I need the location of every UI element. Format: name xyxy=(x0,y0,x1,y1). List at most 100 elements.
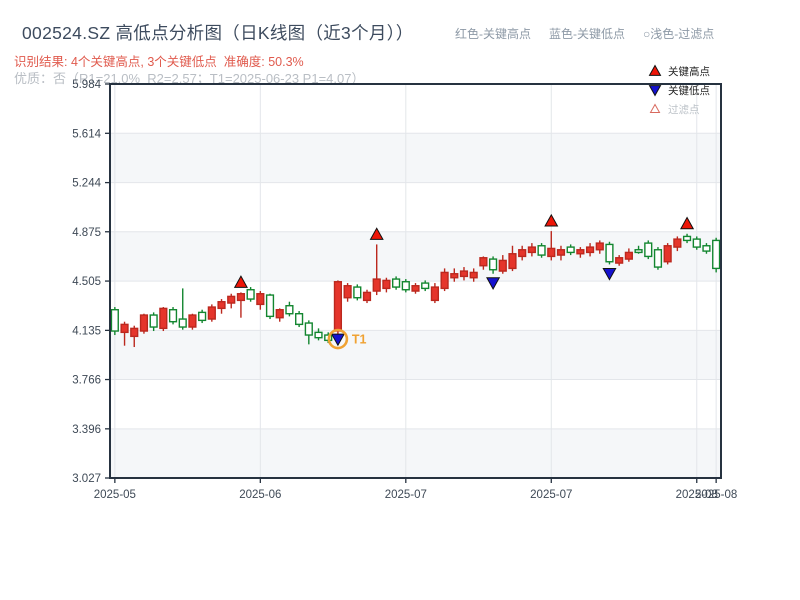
candle-body-up xyxy=(256,293,265,306)
candles xyxy=(110,231,721,348)
candle xyxy=(198,309,207,324)
recognition-result-line: 识别结果: 4个关键高点, 3个关键低点 准确度: 50.3% xyxy=(14,55,304,69)
y-tick-label: 5.244 xyxy=(72,178,101,190)
top-legend-key-low-label: 蓝色-关键低点 xyxy=(549,27,625,41)
candle-body-down xyxy=(702,245,711,252)
candle xyxy=(353,284,362,301)
t1-ring xyxy=(327,328,349,350)
candle xyxy=(168,307,178,325)
candle-body-up xyxy=(508,253,517,270)
candle-body-down xyxy=(295,313,304,326)
candle-body-up xyxy=(576,249,585,255)
legend-key-low-icon xyxy=(648,85,662,97)
candle xyxy=(343,283,352,302)
candle-body-up xyxy=(207,306,216,320)
candle-body-up xyxy=(430,286,439,302)
candle xyxy=(450,268,459,282)
candle-body-down xyxy=(712,239,721,270)
candle-body-up xyxy=(615,257,624,264)
candle xyxy=(585,243,595,257)
candle xyxy=(207,304,216,322)
candle-body-up xyxy=(469,271,478,279)
candle-body-up xyxy=(372,278,381,292)
candle xyxy=(130,325,139,348)
candle-body-up xyxy=(139,314,149,332)
candle xyxy=(644,240,653,260)
candle xyxy=(634,245,643,254)
candle-body-up xyxy=(498,259,507,272)
legend-item-label: 过滤点 xyxy=(668,103,700,116)
candle xyxy=(159,307,168,332)
page-title: 002524.SZ 高低点分析图（日K线图（近3个月）） xyxy=(22,23,414,43)
candle xyxy=(712,237,721,273)
candle xyxy=(421,280,430,292)
candle-body-down xyxy=(537,245,546,256)
candle xyxy=(673,236,682,252)
candle xyxy=(275,308,284,322)
candle-body-down xyxy=(392,278,401,288)
candle xyxy=(362,289,372,304)
candle xyxy=(566,244,575,256)
key-high-marker xyxy=(233,275,248,288)
candle xyxy=(615,255,624,266)
y-tick-label: 3.396 xyxy=(72,424,101,436)
y-tick-label: 3.027 xyxy=(72,473,101,485)
key-high-marker xyxy=(680,216,695,230)
candle xyxy=(110,307,119,336)
candle xyxy=(663,243,672,265)
legend-item-label: 关键低点 xyxy=(668,84,710,97)
candle xyxy=(139,313,149,334)
candle xyxy=(702,243,711,254)
candle-body-up xyxy=(362,291,372,302)
candle-body-up xyxy=(411,285,420,292)
candle xyxy=(595,240,604,254)
candle-body-down xyxy=(178,318,187,328)
candle-body-up xyxy=(236,293,246,302)
top-legend: 红色-关键高点 蓝色-关键低点 ○浅色-过滤点 xyxy=(455,25,714,42)
candle xyxy=(576,247,585,258)
key-high-marker xyxy=(369,227,384,240)
candle xyxy=(149,312,158,332)
candle xyxy=(605,241,614,265)
candle xyxy=(459,267,469,281)
candle-body-down xyxy=(634,249,643,254)
candle-body-down xyxy=(653,249,663,268)
candle xyxy=(547,231,556,261)
candle-body-up xyxy=(547,247,556,258)
candle xyxy=(256,291,265,310)
candle xyxy=(469,268,478,282)
y-tick-label: 4.875 xyxy=(72,227,101,239)
candle xyxy=(498,255,507,274)
candle-body-down xyxy=(110,309,119,332)
candle-body-up xyxy=(382,279,391,290)
candle-body-down xyxy=(401,281,410,291)
candle xyxy=(304,320,313,345)
candle xyxy=(372,244,381,296)
key-high-marker xyxy=(544,213,559,227)
candle xyxy=(537,243,546,258)
candle xyxy=(217,299,226,314)
candle-body-down xyxy=(265,294,275,318)
x-tick-label: 2025-07 xyxy=(530,489,572,501)
candle xyxy=(682,233,692,244)
plot-background-bands xyxy=(110,133,721,478)
candle-body-down xyxy=(304,322,313,336)
candle xyxy=(314,328,323,341)
candle xyxy=(556,245,566,261)
key-low-marker xyxy=(602,267,617,281)
candle xyxy=(382,277,391,293)
candle-body-down xyxy=(168,309,178,323)
candle xyxy=(430,283,439,304)
candle-body-down xyxy=(566,246,575,254)
candle xyxy=(527,243,536,257)
candle-body-up xyxy=(663,245,672,263)
candle-body-up xyxy=(556,249,566,256)
candle xyxy=(692,236,701,250)
candle xyxy=(265,293,275,320)
y-tick-label: 4.135 xyxy=(72,325,101,337)
top-legend-filtered-label: ○浅色-过滤点 xyxy=(643,27,715,41)
candle-body-up xyxy=(585,246,595,254)
x-tick-label: 2025-07 xyxy=(385,489,427,501)
candle-body-down xyxy=(314,331,323,339)
candle xyxy=(227,293,236,309)
